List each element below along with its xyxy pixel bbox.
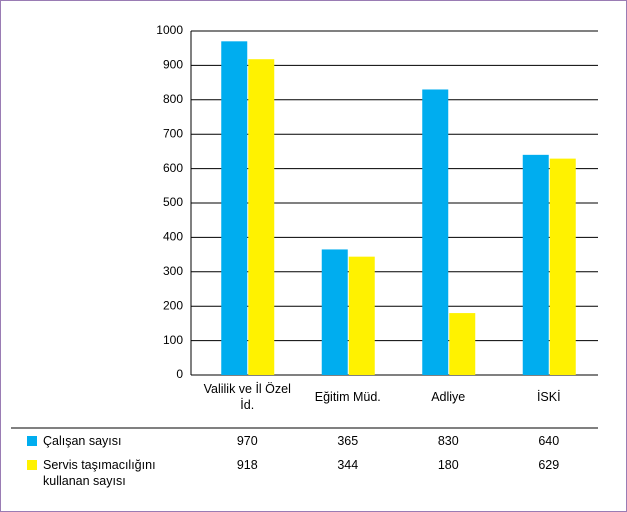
bar [522, 154, 549, 375]
y-tick-label: 700 [163, 126, 183, 140]
y-tick-label: 200 [163, 298, 183, 312]
bar [449, 313, 476, 375]
y-tick-label: 100 [163, 333, 183, 347]
bar [549, 158, 576, 375]
table-value: 970 [236, 434, 258, 448]
y-tick-label: 300 [163, 264, 183, 278]
table-value: 180 [437, 458, 459, 472]
x-tick-label: Valilik ve İl Özel İd. [203, 382, 291, 412]
bar [248, 59, 275, 375]
bar [221, 41, 248, 375]
table-value: 344 [337, 458, 359, 472]
y-tick-label: 400 [163, 230, 183, 244]
y-tick-label: 900 [163, 58, 183, 72]
table-value: 830 [437, 434, 459, 448]
legend-swatch [27, 460, 37, 470]
table-value: 629 [538, 458, 560, 472]
table-value: 640 [538, 434, 560, 448]
x-tick-label: Adliye [431, 390, 466, 404]
y-tick-label: 600 [163, 161, 183, 175]
y-tick-label: 500 [163, 195, 183, 209]
table-value: 918 [236, 458, 258, 472]
bar [321, 249, 348, 375]
y-tick-label: 800 [163, 92, 183, 106]
y-tick-label: 0 [176, 367, 183, 381]
legend-swatch [27, 436, 37, 446]
legend-label: Servis taşımacılığını kullanan sayısı [43, 458, 156, 488]
bar [422, 89, 449, 375]
y-tick-label: 1000 [156, 23, 183, 37]
table-value: 365 [337, 434, 359, 448]
x-tick-label: Eğitim Müd. [314, 390, 381, 404]
x-tick-label: İSKİ [536, 390, 561, 404]
legend-label: Çalışan sayısı [43, 434, 122, 448]
bar [348, 256, 375, 375]
